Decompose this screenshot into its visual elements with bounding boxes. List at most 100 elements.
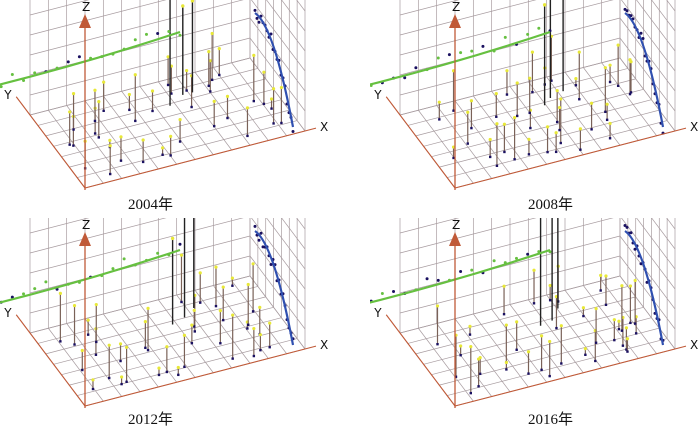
sample-point [80,348,84,353]
sample-base [616,84,620,88]
sample-point [252,326,256,331]
yz-projection [370,26,552,87]
sample-point [170,236,175,241]
sample-base [166,83,170,87]
xz-point [641,36,645,40]
yz-point [178,242,182,246]
sample-base [183,365,186,369]
sample-base [226,116,229,120]
sample-base [268,346,271,349]
sample-base [93,119,97,123]
sample-base [468,333,472,336]
sample-point [218,308,222,313]
sample-base [93,132,97,135]
yz-point [44,280,48,284]
sample-base [119,159,123,162]
chart-svg-2: Z X Y [0,218,328,408]
yz-point [33,287,37,291]
sample-point [494,91,498,96]
sample-point [150,89,155,93]
sample-base [558,128,561,132]
sample-point [532,268,536,272]
xz-point [253,224,257,228]
sample-point [513,116,517,120]
y-axis-label: Y [373,88,382,102]
yz-point [414,66,418,70]
sample-base [59,340,62,343]
sample-base [604,303,608,307]
sample-point [504,323,508,327]
sample-point [528,76,532,80]
sample-point [603,66,607,70]
sample-base [262,102,266,106]
sample-point [612,318,616,322]
sample-point [515,81,519,85]
sample-point [225,94,230,98]
xz-projection [623,223,665,346]
x-axis-label: X [320,338,328,352]
xz-point [257,238,261,242]
x-axis [454,345,687,407]
sample-point [505,69,509,73]
axes: Z X Y [373,0,698,190]
sample-point [198,271,202,275]
sample-point [502,122,507,126]
sample-point [214,265,218,269]
sample-base [436,343,439,346]
sample-point [93,88,97,92]
xz-point [629,231,633,235]
sample-point [141,138,145,142]
sample-base [109,172,112,176]
yz-point [133,38,137,42]
sample-point [146,306,150,310]
sample-point [108,138,112,143]
yz-point [0,85,3,89]
z-axis-arrow [79,14,91,28]
sample-base [584,353,587,357]
x-axis [454,127,687,189]
sample-point [451,145,456,149]
sample-point [555,89,559,93]
yz-point [10,295,14,299]
sample-base [555,326,558,330]
yz-point [436,278,440,282]
sample-point [495,122,499,126]
sample-point [108,144,112,148]
yz-point [503,35,507,39]
sample-base [495,164,499,167]
sample-point [548,283,552,288]
sample-base [634,332,638,335]
sample-point [581,306,586,310]
sample-base [125,380,128,383]
sample-base [488,155,492,159]
sample-point [527,137,531,141]
sample-base [452,109,455,112]
side-wall-grid [619,0,676,132]
sample-point [165,345,169,349]
yz-trend-line [0,248,181,304]
axes: Z X Y [3,0,328,190]
xz-point [625,9,629,13]
sample-base [608,137,612,140]
sample-base [72,128,75,131]
sample-base [613,338,616,342]
sample-base [438,118,441,121]
z-axis-arrow [449,14,461,28]
sample-point [182,333,187,337]
sample-point [271,87,276,91]
sample-point [221,285,225,289]
sample-base [532,302,536,305]
sample-point [605,102,609,106]
sample-point [190,0,195,3]
z-axis-arrow [79,232,91,246]
sample-base [119,359,122,363]
sample-point [208,59,212,63]
sample-base [214,304,218,308]
sample-base [578,98,581,101]
sample-point [504,360,508,365]
sample-point [102,80,106,84]
sample-points [435,218,638,395]
yz-projection [0,242,182,304]
sample-base [594,341,598,344]
sample-point [212,99,216,103]
